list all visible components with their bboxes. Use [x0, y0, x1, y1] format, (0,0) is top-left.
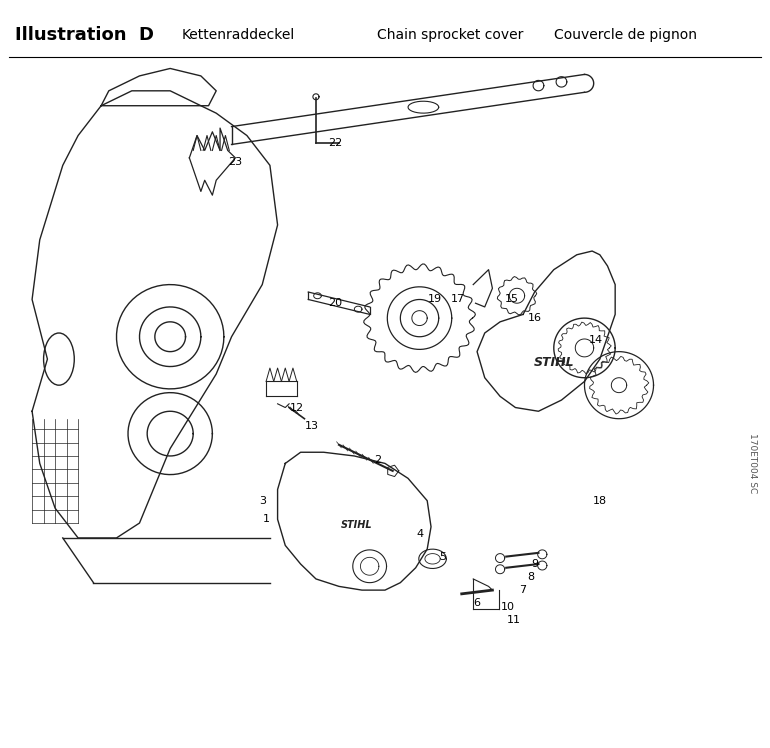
- Text: 20: 20: [328, 298, 342, 308]
- Text: 22: 22: [328, 138, 342, 148]
- Text: 23: 23: [229, 156, 243, 167]
- Text: 6: 6: [474, 598, 480, 608]
- Text: 170ET004 SC: 170ET004 SC: [748, 433, 757, 494]
- Text: 17: 17: [450, 295, 465, 304]
- Text: 4: 4: [416, 530, 423, 539]
- Text: 7: 7: [520, 585, 527, 595]
- Text: Illustration  D: Illustration D: [15, 26, 154, 44]
- Text: 19: 19: [428, 295, 442, 304]
- Text: 15: 15: [504, 295, 518, 304]
- Text: 9: 9: [531, 559, 538, 569]
- Text: 13: 13: [305, 421, 319, 431]
- Text: 10: 10: [500, 602, 515, 613]
- Text: 1: 1: [263, 515, 269, 524]
- Text: Kettenraddeckel: Kettenraddeckel: [182, 28, 295, 42]
- Text: Couvercle de pignon: Couvercle de pignon: [554, 28, 697, 42]
- Text: Chain sprocket cover: Chain sprocket cover: [377, 28, 524, 42]
- Text: 3: 3: [259, 496, 266, 506]
- Text: 18: 18: [593, 496, 607, 506]
- Text: STIHL: STIHL: [534, 356, 574, 370]
- Text: 8: 8: [527, 571, 534, 582]
- Text: 16: 16: [527, 313, 541, 323]
- Text: 14: 14: [589, 335, 603, 346]
- Text: 5: 5: [439, 551, 446, 562]
- Text: 11: 11: [507, 615, 521, 625]
- Text: 12: 12: [290, 402, 304, 413]
- Text: 2: 2: [373, 455, 381, 465]
- Text: STIHL: STIHL: [341, 520, 373, 530]
